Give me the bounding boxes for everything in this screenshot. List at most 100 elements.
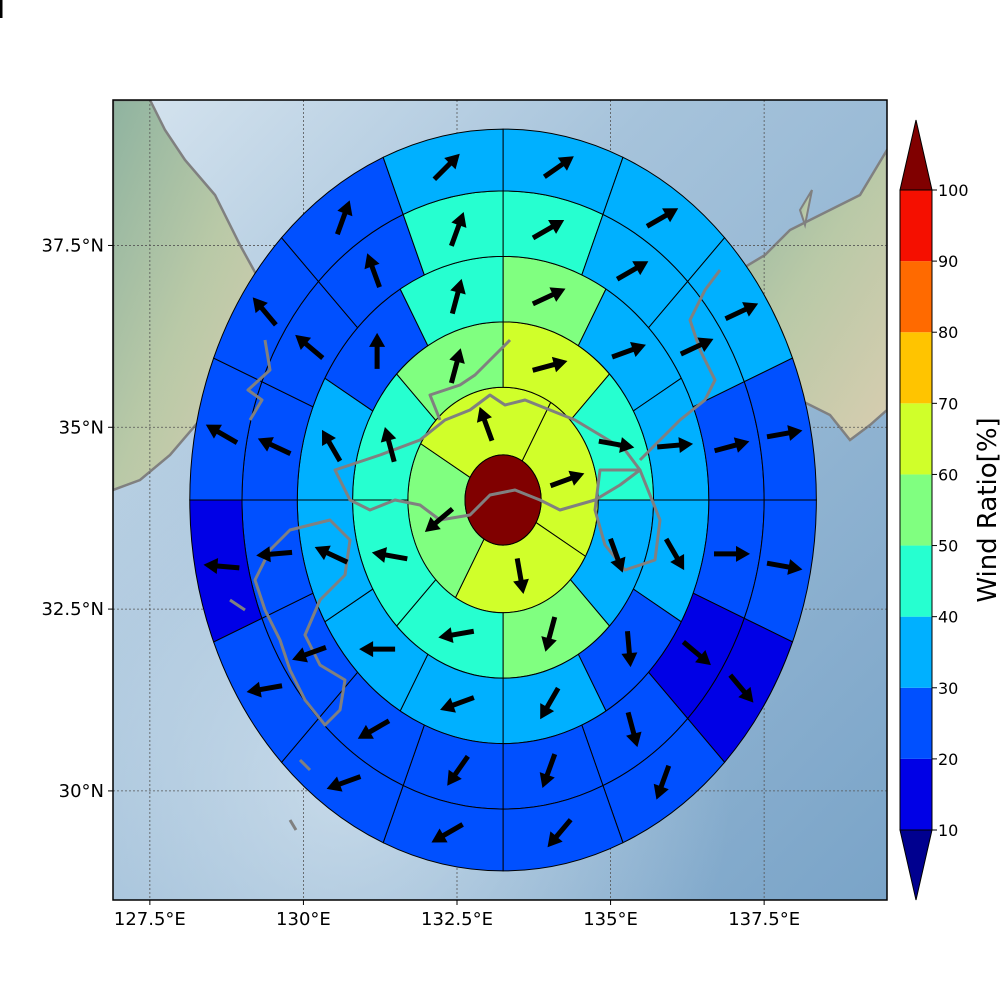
colorbar-bin [900,474,932,546]
wind-arrow-ring3-9 [314,545,349,565]
wind-arrow-ring4-12 [256,546,293,563]
colorbar: 10 20 30 40 50 60 70 80 90 100 [899,119,969,901]
colorbar-tick-label: 80 [938,323,958,342]
wind-arrow-ring5-1 [542,156,574,179]
wind-arrow-ring2-7 [380,426,397,463]
wind-arrow-ring4-8 [539,753,558,788]
colorbar-bin [900,616,932,688]
wind-sectors [189,128,817,872]
wind-arrow-ring4-2 [615,261,649,282]
wind-arrow-ring5-16 [432,153,460,182]
wind-arrow-ring4-4 [713,437,750,454]
wind-arrow-ring5-14 [252,297,278,327]
coastline-overlay [229,269,722,831]
x-tick-label: 130°E [276,909,331,930]
colorbar-under-extension [899,829,933,901]
wind-arrow-ring1-1 [549,470,585,489]
y-tick-label: 30°N [59,781,104,802]
colorbar-bin [900,403,932,475]
wind-arrow-ring5-11 [246,681,283,698]
colorbar-tick-label: 100 [938,181,969,200]
y-tick-label: 35°N [59,417,104,438]
wind-arrow-ring2-6 [371,547,408,563]
wind-arrow-ring2-4 [541,616,558,652]
colorbar-tick-label: 20 [938,750,958,769]
wind-arrow-ring3-5 [621,630,638,668]
coastline-korea-south [246,339,272,421]
wind-arrow-ring3-2 [611,341,646,360]
wind-arrow-ring5-8 [547,818,573,848]
wind-arrow-ring5-4 [766,425,803,441]
land-noto [798,189,813,229]
wind-arrow-ring5-9 [431,822,464,843]
colorbar-bin [900,545,932,617]
coastline-kii [593,468,662,572]
center-disc [464,454,542,546]
wind-arrow-ring4-3 [679,337,714,357]
colorbar-bin [900,190,932,262]
colorbar-bin [900,261,932,333]
colorbar-bin [900,758,932,830]
wind-arrow-ring3-1 [531,287,566,307]
colorbar-bin [900,687,932,759]
coastline-chugoku-north [428,338,512,421]
wind-arrow-ring3-11 [369,332,386,369]
wind-arrow-ring1-4 [476,406,495,442]
coastline-kyushu [253,518,352,727]
wind-arrow-ring3-3 [656,437,694,454]
wind-arrow-ring3-8 [359,641,396,658]
coastline-honshu-south [638,269,722,462]
wind-arrow-ring3-6 [540,686,561,720]
wind-arrow-ring5-5 [766,559,803,575]
x-tick-label: 127.5°E [114,909,186,930]
wind-arrow-ring4-14 [295,334,325,360]
colorbar-tick-label: 30 [938,679,958,698]
wind-arrow-ring2-8 [448,348,465,384]
wind-arrow-ring2-1 [532,356,568,373]
colorbar-tick-label: 60 [938,465,958,484]
wind-arrow-ring3-7 [440,695,475,713]
wind-arrow-ring5-10 [326,774,362,792]
colorbar-title: Wind Ratio[%] [973,417,1000,602]
wind-arrow-ring5-15 [335,200,353,236]
colorbar-bin [900,332,932,404]
wind-arrow-ring2-2 [598,437,635,453]
wind-arrow-ring5-6 [728,673,754,703]
wind-arrow-ring5-12 [203,558,240,574]
wind-arrow-ring3-4 [663,537,685,571]
wind-arrow-ring3-12 [449,278,466,315]
wind-arrow-ring6-16 [0,0,3,18]
colorbar-tick-label: 90 [938,252,958,271]
x-tick-label: 132.5°E [421,909,493,930]
colorbar-tick-label: 70 [938,394,958,413]
y-tick-label: 32.5°N [41,599,104,620]
wind-arrow-ring4-7 [625,711,642,748]
colorbar-tick-label: 50 [938,537,958,556]
x-tick-label: 137.5°E [728,909,800,930]
wind-arrow-ring4-13 [257,437,292,456]
wind-arrow-ring2-5 [438,627,475,643]
y-tick-label: 37.5°N [41,235,104,256]
colorbar-over-extension [899,119,933,191]
wind-arrow-ring4-15 [364,253,382,288]
wind-arrow-ring5-3 [724,302,759,321]
wind-arrow-ring5-13 [205,424,239,445]
wind-arrow-ring1-3 [424,506,455,532]
plot-frame [112,99,888,901]
wind-arrow-ring4-6 [681,640,711,666]
wind-arrow-ring4-5 [714,545,751,562]
coastline-shikoku-chugoku [333,393,642,522]
wind-arrow-ring4-9 [447,754,470,786]
axis-ticks: 127.5°E 130°E 132.5°E 135°E 137.5°E 30°N 32.5°… [41,235,800,930]
wind-arrow-ring3-10 [321,429,343,463]
wind-arrow-ring5-7 [653,764,672,800]
wind-arrow-ring1-2 [513,558,529,594]
wind-arrow-ring4-1 [531,219,565,241]
wind-arrows [0,0,803,848]
wind-arrow-ring2-3 [608,537,626,573]
colorbar-tick-label: 10 [938,821,958,840]
wind-arrow-ring4-16 [449,212,467,247]
colorbar-tick-label: 40 [938,608,958,627]
coastline-islands [229,598,312,831]
